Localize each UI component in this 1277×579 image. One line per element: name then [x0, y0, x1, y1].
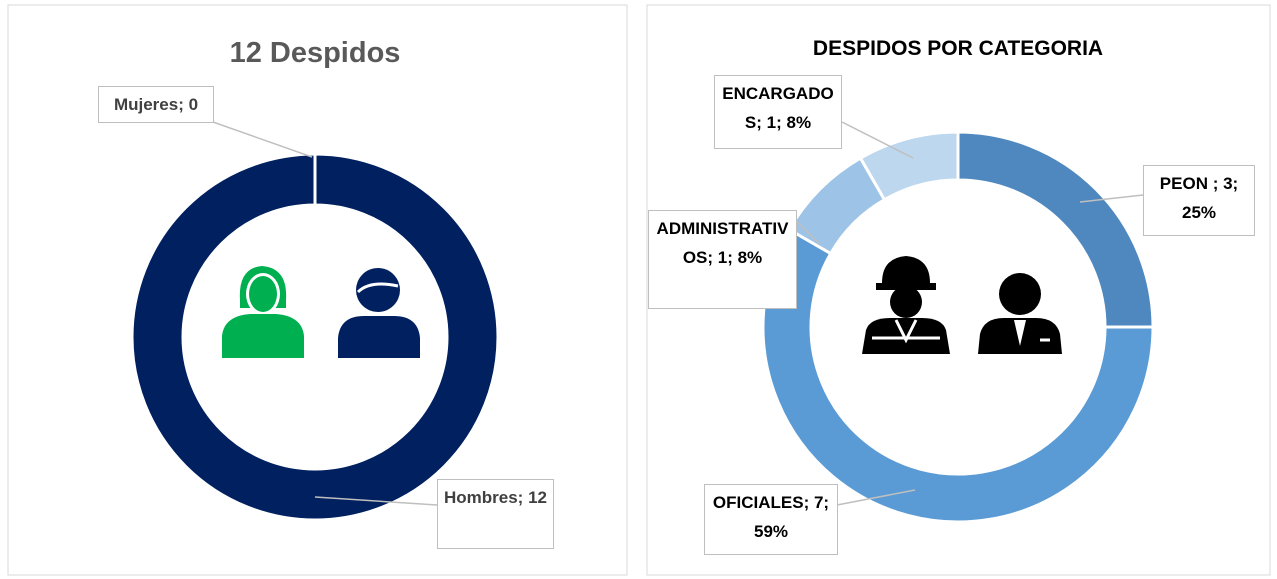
donut-slice: [130, 152, 500, 522]
data-label: ADMINISTRATIVOS; 1; 8%: [648, 210, 797, 309]
leader-line: [841, 121, 914, 159]
leader-line: [314, 496, 438, 506]
data-label: Hombres; 12: [437, 479, 554, 549]
slices: [130, 130, 1155, 524]
leader-line: [796, 221, 821, 245]
businessman-icon: [978, 273, 1062, 354]
data-label: Mujeres; 0: [98, 86, 214, 123]
data-label: ENCARGADOS; 1; 8%: [714, 75, 842, 149]
leader-line: [212, 121, 313, 158]
chart-title: DESPIDOS POR CATEGORIA: [813, 37, 1103, 60]
woman-icon: [222, 266, 304, 358]
worker-icon: [862, 256, 950, 354]
leader-lines: [212, 121, 1144, 506]
data-label: OFICIALES; 7; 59%: [704, 484, 838, 555]
data-label: PEON ; 3; 25%: [1143, 165, 1255, 236]
donut-slice: [858, 130, 960, 202]
chart-title: 12 Despidos: [230, 37, 401, 69]
leader-line: [1079, 194, 1144, 203]
man-icon: [338, 268, 420, 358]
leader-line: [836, 489, 916, 506]
